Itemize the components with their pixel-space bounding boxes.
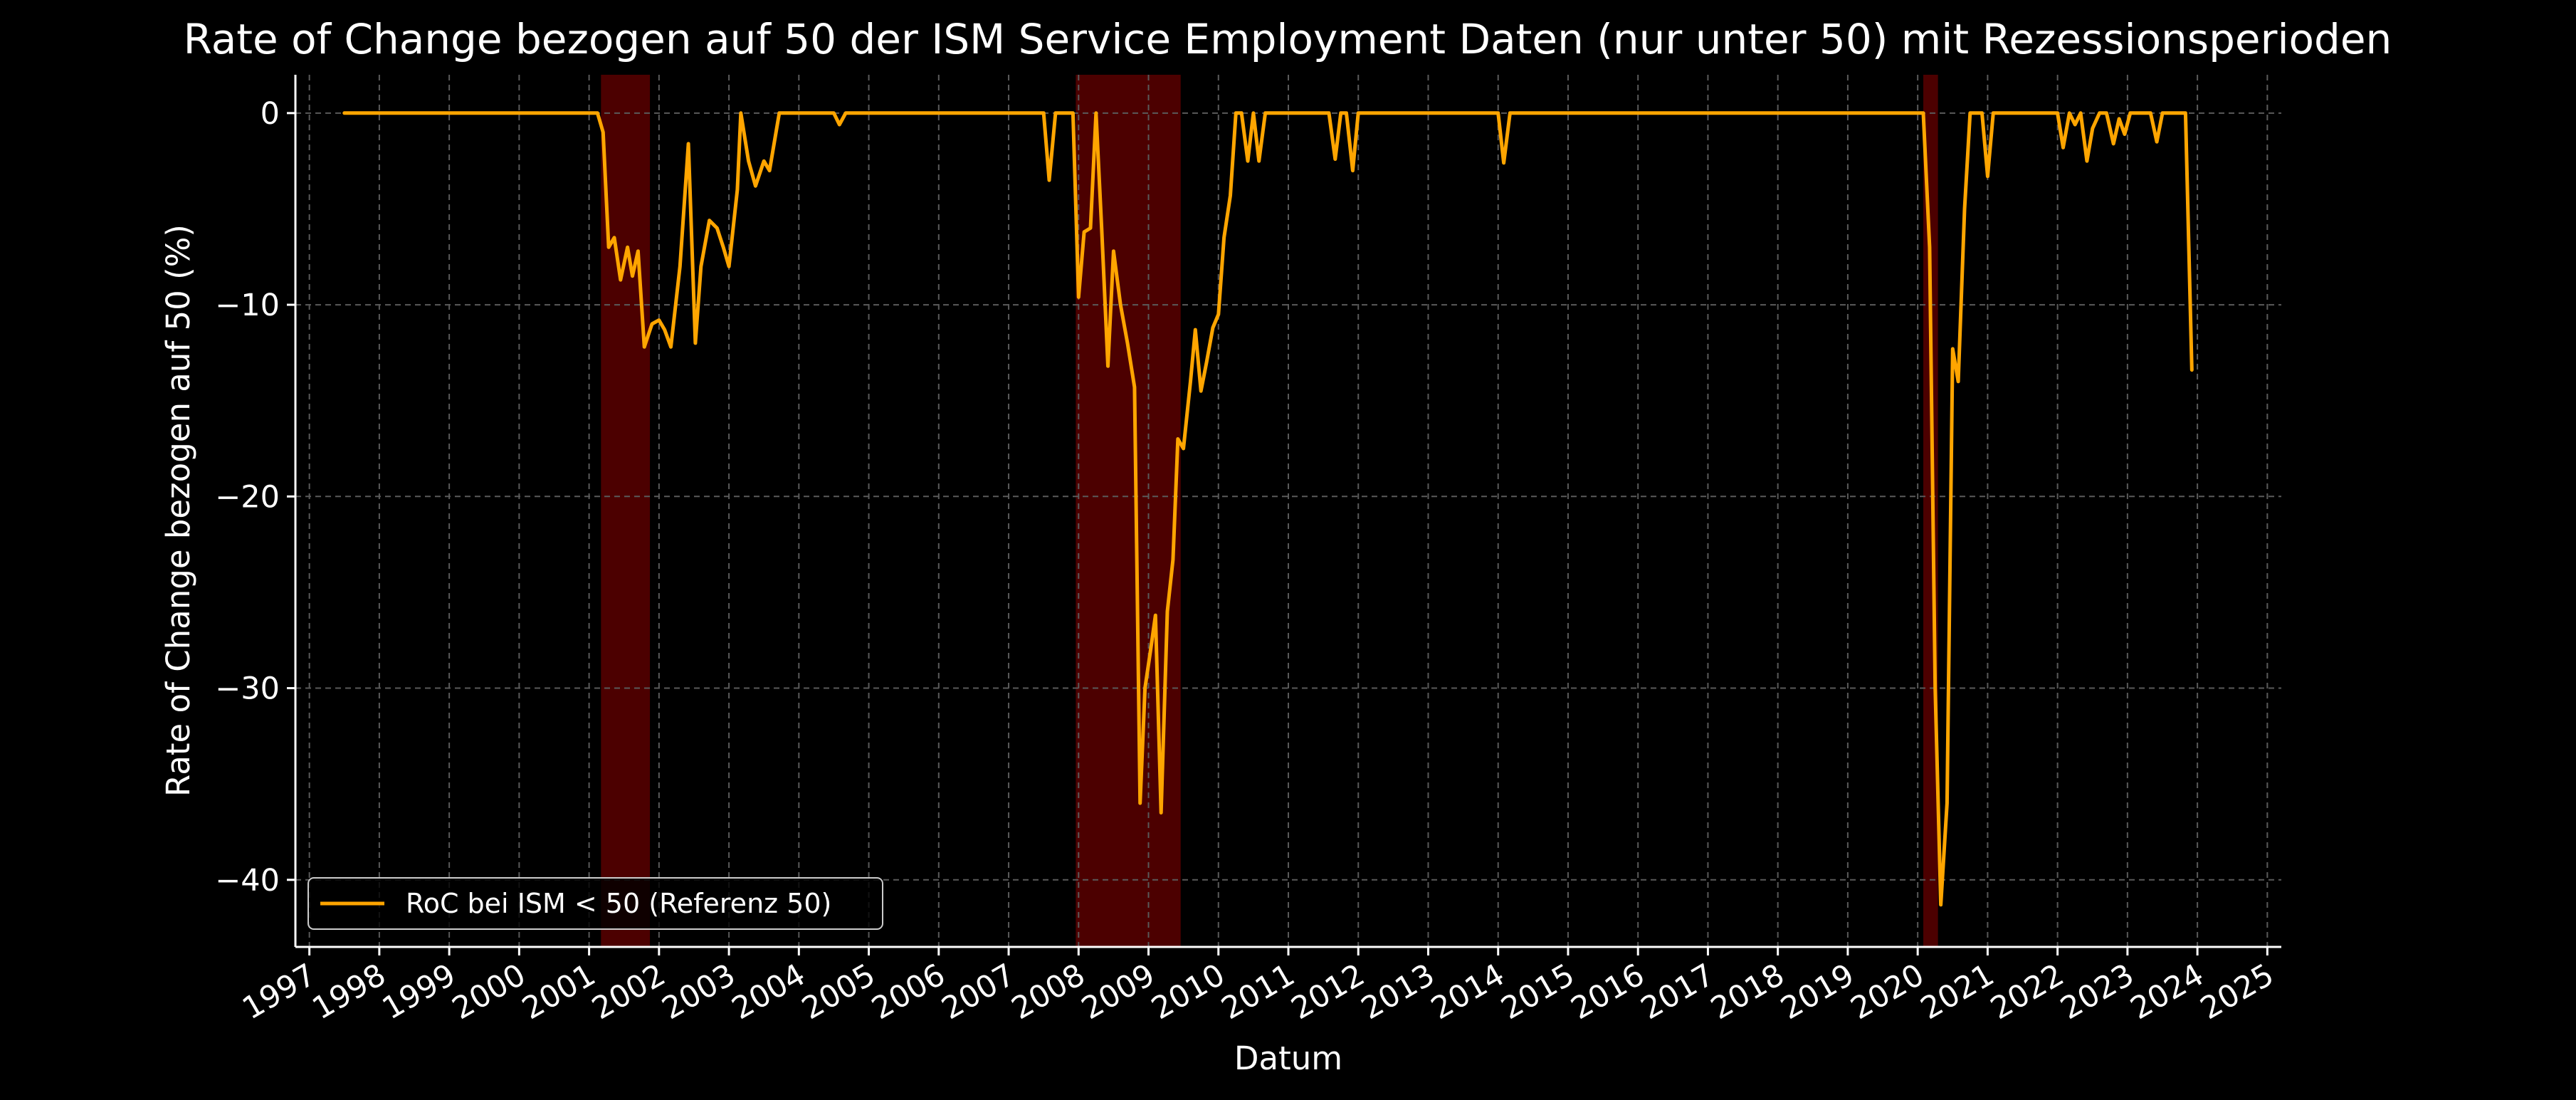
y-axis-ticks: 0 −10 −20 −30 −40: [215, 96, 295, 899]
chart-title: Rate of Change bezogen auf 50 der ISM Se…: [184, 15, 2392, 63]
legend: RoC bei ISM < 50 (Referenz 50): [307, 877, 883, 930]
y-tick-label: −40: [215, 863, 280, 899]
y-tick-label: −30: [215, 671, 280, 707]
recession-band: [601, 75, 651, 947]
data-series: [342, 111, 2194, 907]
y-tick-label: −20: [215, 479, 280, 515]
y-axis-label: Rate of Change bezogen auf 50 (%): [159, 224, 197, 797]
x-axis-label: Datum: [1234, 1039, 1342, 1077]
y-tick-label: 0: [261, 96, 280, 132]
recession-band: [1923, 75, 1938, 947]
legend-box: [307, 877, 883, 930]
series-line: [342, 111, 2194, 907]
legend-entry-label: RoC bei ISM < 50 (Referenz 50): [406, 888, 831, 919]
y-tick-label: −10: [215, 288, 280, 323]
